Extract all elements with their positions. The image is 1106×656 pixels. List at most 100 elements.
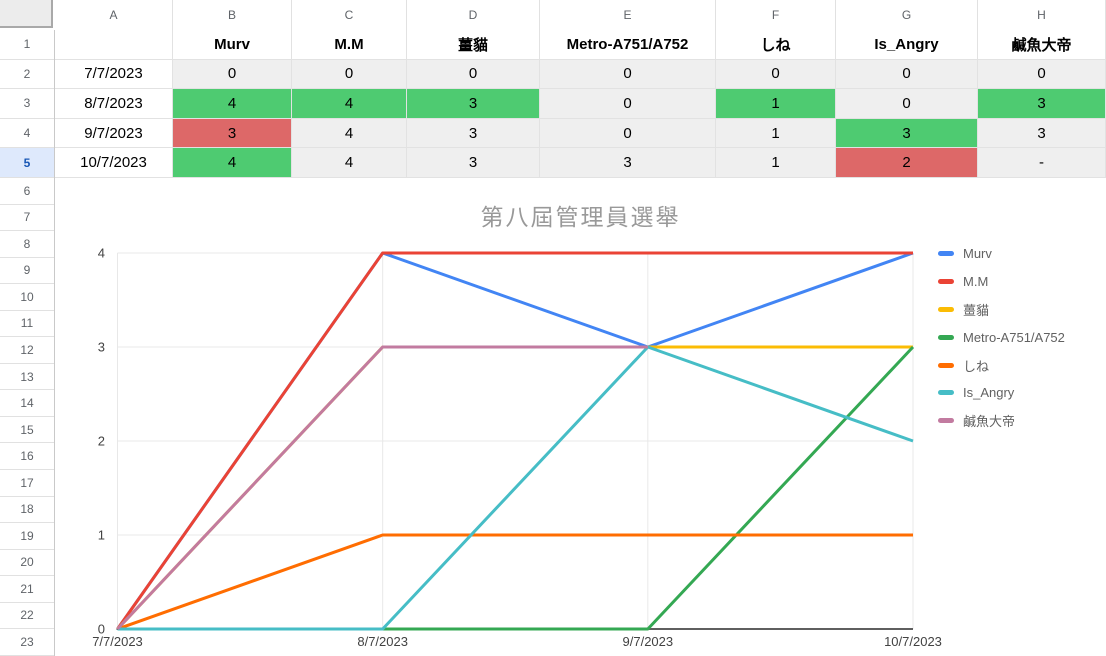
row-header-13[interactable]: 13 xyxy=(0,363,54,391)
legend-item-5[interactable]: Is_Angry xyxy=(938,379,1065,407)
legend-item-3[interactable]: Metro-A751/A752 xyxy=(938,323,1065,351)
cell-A4[interactable]: 9/7/2023 xyxy=(55,118,173,149)
legend-label: 薑貓 xyxy=(963,302,990,318)
cell-A5[interactable]: 10/7/2023 xyxy=(55,148,173,178)
legend-swatch-icon xyxy=(938,334,954,340)
column-header-F[interactable]: F xyxy=(716,0,836,30)
cell-F4[interactable]: 1 xyxy=(716,118,836,149)
cell-G2[interactable]: 0 xyxy=(836,59,978,90)
svg-text:1: 1 xyxy=(98,528,105,543)
row-header-17[interactable]: 17 xyxy=(0,469,54,497)
legend-item-2[interactable]: 薑貓 xyxy=(938,296,1065,324)
row-header-16[interactable]: 16 xyxy=(0,443,54,470)
legend-label: M.M xyxy=(963,274,989,290)
row-header-23[interactable]: 23 xyxy=(0,629,54,656)
table-row-5: 10/7/2023 4 4 3 3 1 2- xyxy=(55,148,1106,178)
cell-H5[interactable]: - xyxy=(978,148,1106,178)
cell-F2[interactable]: 0 xyxy=(716,59,836,90)
cell-E4[interactable]: 0 xyxy=(540,118,716,149)
select-all-corner[interactable] xyxy=(0,0,55,30)
row-header-4[interactable]: 4 xyxy=(0,118,54,149)
row-header-15[interactable]: 15 xyxy=(0,416,54,444)
row-header-19[interactable]: 19 xyxy=(0,523,54,550)
row-header-6[interactable]: 6 xyxy=(0,177,54,205)
row-header-8[interactable]: 8 xyxy=(0,231,54,258)
svg-text:2: 2 xyxy=(98,434,105,449)
legend-item-0[interactable]: Murv xyxy=(938,240,1065,268)
cell-C5[interactable]: 4 xyxy=(292,148,407,178)
table-row-4: 9/7/2023 3 4 3 0 1 3 3 xyxy=(55,118,1106,149)
column-header-H[interactable]: H xyxy=(978,0,1106,30)
legend-swatch-icon xyxy=(938,279,954,285)
row-header-11[interactable]: 11 xyxy=(0,310,54,338)
legend-swatch-icon xyxy=(938,251,954,257)
cell-F5[interactable]: 1 xyxy=(716,148,836,178)
legend-item-1[interactable]: M.M xyxy=(938,268,1065,296)
cell-E3[interactable]: 0 xyxy=(540,89,716,119)
cell-G1[interactable]: Is_Angry xyxy=(836,30,978,60)
legend-label: Is_Angry xyxy=(963,385,1015,401)
svg-text:8/7/2023: 8/7/2023 xyxy=(357,634,408,649)
legend-item-4[interactable]: しね xyxy=(938,351,1065,379)
cell-A2[interactable]: 7/7/2023 xyxy=(55,59,173,90)
cell-B5[interactable]: 4 xyxy=(173,148,292,178)
column-header-E[interactable]: E xyxy=(540,0,716,30)
cell-H2[interactable]: 0 xyxy=(978,59,1106,90)
row-header-20[interactable]: 20 xyxy=(0,549,54,577)
cell-C3[interactable]: 4 xyxy=(292,89,407,119)
cell-B1[interactable]: Murv xyxy=(173,30,292,60)
cell-H3[interactable]: 3 xyxy=(978,89,1106,119)
cell-H4[interactable]: 3 xyxy=(978,118,1106,149)
row-header-18[interactable]: 18 xyxy=(0,496,54,524)
row-header-10[interactable]: 10 xyxy=(0,284,54,311)
cell-B3[interactable]: 4 xyxy=(173,89,292,119)
column-header-A[interactable]: A xyxy=(55,0,173,30)
cell-D3[interactable]: 3 xyxy=(407,89,540,119)
row-header-2[interactable]: 2 xyxy=(0,59,54,90)
cell-D2[interactable]: 0 xyxy=(407,59,540,90)
legend-swatch-icon xyxy=(938,306,954,312)
cell-E1[interactable]: Metro-A751/A752 xyxy=(540,30,716,60)
cell-E2[interactable]: 0 xyxy=(540,59,716,90)
column-header-D[interactable]: D xyxy=(407,0,540,30)
cell-G4[interactable]: 3 xyxy=(836,118,978,149)
row-header-21[interactable]: 21 xyxy=(0,576,54,603)
cell-C1[interactable]: M.M xyxy=(292,30,407,60)
row-header-5[interactable]: 5 xyxy=(0,148,54,178)
embedded-chart[interactable]: 第八屆管理員選舉 0 1 2 3 4 7/7/2023 8/7/2023 9/7/2023 10… xyxy=(55,178,1106,656)
cell-F3[interactable]: 1 xyxy=(716,89,836,119)
cell-E5[interactable]: 3 xyxy=(540,148,716,178)
row-header-22[interactable]: 22 xyxy=(0,602,54,630)
row-header-3[interactable]: 3 xyxy=(0,89,54,119)
legend-item-6[interactable]: 鹹魚大帝 xyxy=(938,407,1065,435)
row-header-12[interactable]: 12 xyxy=(0,337,54,364)
data-table: Murv M.M 薑貓 Metro-A751/A752 しね Is_Angry 鹹魚大帝 7/… xyxy=(55,30,1106,178)
cell-D1[interactable]: 薑貓 xyxy=(407,30,540,60)
cell-G3[interactable]: 0 xyxy=(836,89,978,119)
table-row-3: 8/7/2023 4 4 3 0 1 0 3 xyxy=(55,89,1106,119)
column-header-G[interactable]: G xyxy=(836,0,978,30)
cell-A1[interactable] xyxy=(55,30,173,60)
chart-plot-area: 0 1 2 3 4 7/7/2023 8/7/2023 9/7/2023 10/7/2023 xyxy=(92,246,942,650)
cell-D5[interactable]: 3 xyxy=(407,148,540,178)
legend-label: Metro-A751/A752 xyxy=(963,329,1065,345)
column-header-C[interactable]: C xyxy=(292,0,407,30)
cell-D4[interactable]: 3 xyxy=(407,118,540,149)
cell-C4[interactable]: 4 xyxy=(292,118,407,149)
table-row-2: 7/7/2023 0 0 0 0 0 0 0 xyxy=(55,59,1106,90)
row-header-1[interactable]: 1 xyxy=(0,30,54,60)
select-all-block xyxy=(0,0,53,28)
cell-H1[interactable]: 鹹魚大帝 xyxy=(978,30,1106,60)
cell-A3[interactable]: 8/7/2023 xyxy=(55,89,173,119)
cell-B4[interactable]: 3 xyxy=(173,118,292,149)
row-header-7[interactable]: 7 xyxy=(0,204,54,232)
row-header-9[interactable]: 9 xyxy=(0,257,54,285)
cell-F1[interactable]: しね xyxy=(716,30,836,60)
cell-B2[interactable]: 0 xyxy=(173,59,292,90)
cell-C2[interactable]: 0 xyxy=(292,59,407,90)
column-header-B[interactable]: B xyxy=(173,0,292,30)
cell-G5[interactable]: 2 xyxy=(836,148,978,178)
row-header-14[interactable]: 14 xyxy=(0,390,54,417)
